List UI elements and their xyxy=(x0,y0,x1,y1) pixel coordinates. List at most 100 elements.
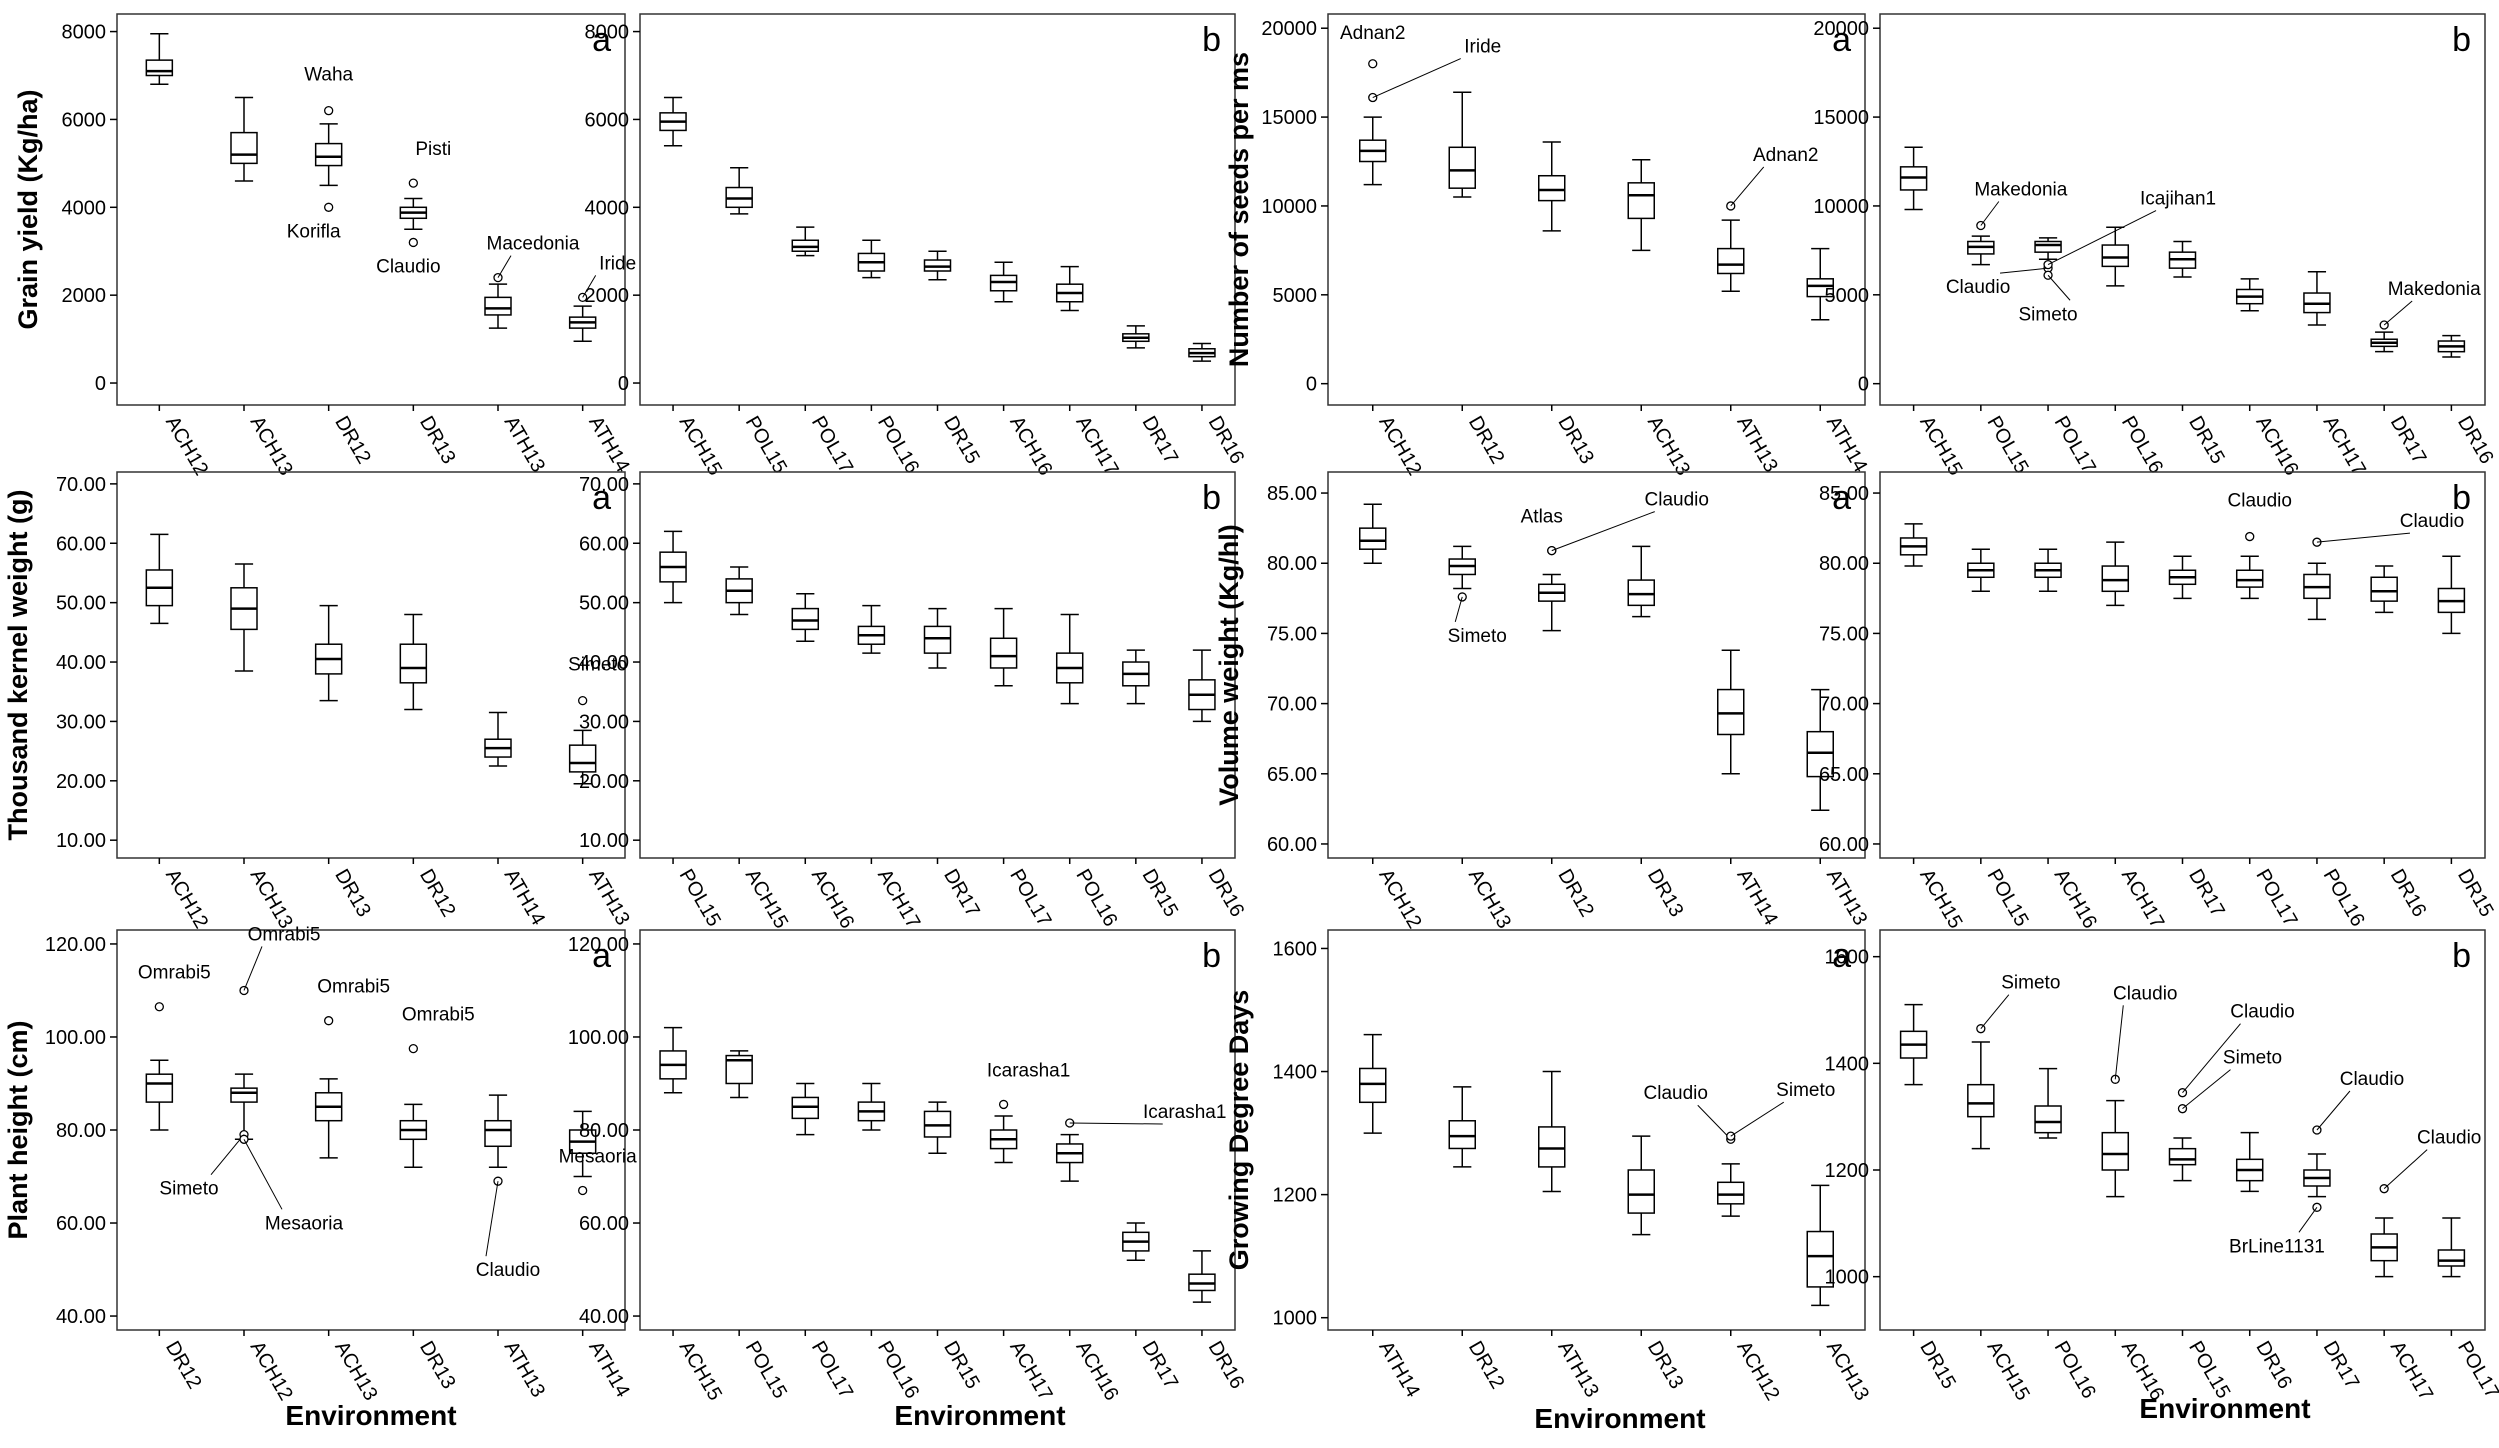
chart-12-xtick-label: ACH17 xyxy=(2386,1338,2437,1405)
chart-9-ytick-label: 60.00 xyxy=(56,1213,106,1235)
chart-8-xtick-label: DR17 xyxy=(2184,866,2229,921)
chart-6-box xyxy=(989,637,1018,669)
chart-9-box xyxy=(230,1087,258,1103)
chart-11-ytick-label: 1600 xyxy=(1273,938,1318,960)
chart-7-ytick-label: 70.00 xyxy=(1267,694,1317,716)
chart-9-xtick-label: ACH13 xyxy=(330,1338,381,1405)
chart-12-outlier-label: Claudio xyxy=(2417,1128,2481,1149)
chart-2-xtick-label: POL15 xyxy=(741,413,791,478)
chart-12-frame xyxy=(1879,929,2486,1331)
chart-4-xtick-label: ACH16 xyxy=(2251,413,2302,480)
chart-4-xtick-label: ACH17 xyxy=(2319,413,2370,480)
chart-12-box xyxy=(2034,1105,2062,1134)
chart-8-ytick-label: 85.00 xyxy=(1819,483,1869,505)
chart-9-outlier-label: Mesaoria xyxy=(265,1213,344,1234)
chart-4-box xyxy=(2101,244,2130,268)
chart-7-ytick-label: 65.00 xyxy=(1267,764,1317,786)
chart-12-xtick-label: DR15 xyxy=(1915,1338,1960,1393)
chart-12-outlier-label: Simeto xyxy=(2001,973,2060,994)
chart-3-ytick-label: 15000 xyxy=(1261,107,1317,129)
chart-9-box xyxy=(145,1073,174,1103)
chart-7-xtick-label: DR12 xyxy=(1553,866,1598,921)
chart-6-xtick-label: POL15 xyxy=(675,866,725,931)
chart-10-xtick-label: DR15 xyxy=(939,1338,984,1393)
chart-1-outlier-label: Iride xyxy=(599,253,636,274)
chart-1-box xyxy=(314,142,343,167)
chart-3-box xyxy=(1538,174,1566,202)
chart-6-panel-letter: b xyxy=(1202,479,1221,517)
chart-4-xtick-label: POL16 xyxy=(2117,413,2167,478)
chart-7-outlier-leader xyxy=(1551,511,1655,552)
chart-11-outlier-label: Claudio xyxy=(1644,1083,1708,1104)
chart-11-xtick-label: ATH13 xyxy=(1553,1338,1602,1402)
chart-6-ytick-label: 40.00 xyxy=(579,652,629,674)
chart-3-frame xyxy=(1327,13,1866,406)
chart-4-outlier-label: Icajihan1 xyxy=(2140,189,2216,210)
chart-9-outlier-leader xyxy=(210,1134,245,1175)
chart-3-panel-letter: a xyxy=(1832,21,1851,59)
chart-8-xtick-label: POL16 xyxy=(2319,866,2369,931)
chart-11-xtick-label: ACH13 xyxy=(1822,1338,1873,1405)
chart-5-box xyxy=(568,744,597,773)
chart-7-box xyxy=(1627,579,1655,607)
chart-1-ytick-label: 2000 xyxy=(62,285,107,307)
chart-5-ytick-label: 40.00 xyxy=(56,652,106,674)
chart-7-xtick-label: DR13 xyxy=(1643,866,1688,921)
chart-11-outlier-leader xyxy=(1697,1104,1732,1140)
chart-7-xtick-label: ATH13 xyxy=(1822,866,1871,930)
chart-1-ytick-label: 6000 xyxy=(62,109,107,131)
chart-8-xtick-label: POL17 xyxy=(2251,866,2301,931)
chart-3-xtick-label: ATH13 xyxy=(1732,413,1781,477)
chart-12-panel-letter: b xyxy=(2452,937,2471,975)
chart-8-xtick-label: POL15 xyxy=(1983,866,2033,931)
chart-12-xtick-label: POL16 xyxy=(2050,1338,2100,1403)
chart-2-panel-letter: b xyxy=(1202,21,1221,59)
chart-3-outlier-label: Adnan2 xyxy=(1340,23,1406,44)
chart-6-ytick-label: 70.00 xyxy=(579,474,629,496)
chart-9-xtick-label: ATH14 xyxy=(584,1338,633,1402)
chart-9-ytick-label: 120.00 xyxy=(45,934,106,956)
chart-1-xtick-label: ATH13 xyxy=(500,413,549,477)
chart-5-ytick-label: 20.00 xyxy=(56,771,106,793)
chart-9-outlier-label: Simeto xyxy=(159,1179,218,1200)
chart-9-y-axis-title: Plant height (cm) xyxy=(3,1020,33,1239)
chart-8-xtick-label: DR15 xyxy=(2453,866,2498,921)
chart-9-ytick-label: 100.00 xyxy=(45,1027,106,1049)
chart-3-box xyxy=(1627,182,1655,220)
chart-1-outlier-label: Korifla xyxy=(287,221,341,242)
chart-8-outlier-leader xyxy=(2316,532,2410,543)
chart-3-ytick-label: 10000 xyxy=(1261,196,1317,218)
chart-4-ytick-label: 10000 xyxy=(1813,196,1869,218)
chart-10-xtick-label: DR16 xyxy=(1204,1338,1249,1393)
chart-12-box xyxy=(2168,1147,2197,1166)
chart-3-xtick-label: ACH13 xyxy=(1643,413,1694,480)
chart-11-y-axis-title: Growing Degree Days xyxy=(1224,990,1254,1271)
chart-4-ytick-label: 20000 xyxy=(1813,18,1869,40)
chart-9-xtick-label: ACH12 xyxy=(246,1338,297,1405)
chart-6-xtick-label: DR15 xyxy=(1138,866,1183,921)
chart-3-outlier-leader xyxy=(1730,166,1765,207)
x-axis-title-right: Environment xyxy=(2139,1393,2310,1424)
chart-7-box xyxy=(1359,527,1387,550)
chart-2-frame xyxy=(639,13,1236,406)
chart-1-outlier-label: Pisti xyxy=(415,139,451,160)
chart-2-xtick-label: POL16 xyxy=(873,413,923,478)
chart-6-xtick-label: DR17 xyxy=(939,866,984,921)
chart-7-xtick-label: ATH14 xyxy=(1732,866,1781,930)
chart-5-xtick-label: ATH14 xyxy=(500,866,549,930)
chart-10-ytick-label: 60.00 xyxy=(579,1213,629,1235)
chart-5-xtick-label: ACH12 xyxy=(161,866,212,933)
chart-3-outlier-label: Iride xyxy=(1464,37,1501,58)
chart-11-frame xyxy=(1327,929,1866,1331)
chart-5-frame xyxy=(116,471,626,859)
chart-1-outlier-leader xyxy=(497,255,512,278)
chart-7-xtick-label: ACH13 xyxy=(1464,866,1515,933)
chart-12-outlier-leader xyxy=(2383,1149,2428,1190)
chart-10-xtick-label: ACH15 xyxy=(675,1338,726,1405)
chart-2-ytick-label: 4000 xyxy=(585,197,630,219)
chart-12-box xyxy=(2101,1131,2130,1171)
chart-4-xtick-label: DR15 xyxy=(2184,413,2229,468)
chart-11-box xyxy=(1538,1126,1566,1168)
chart-11-ytick-label: 1400 xyxy=(1273,1062,1318,1084)
chart-9-xtick-label: ATH13 xyxy=(500,1338,549,1402)
